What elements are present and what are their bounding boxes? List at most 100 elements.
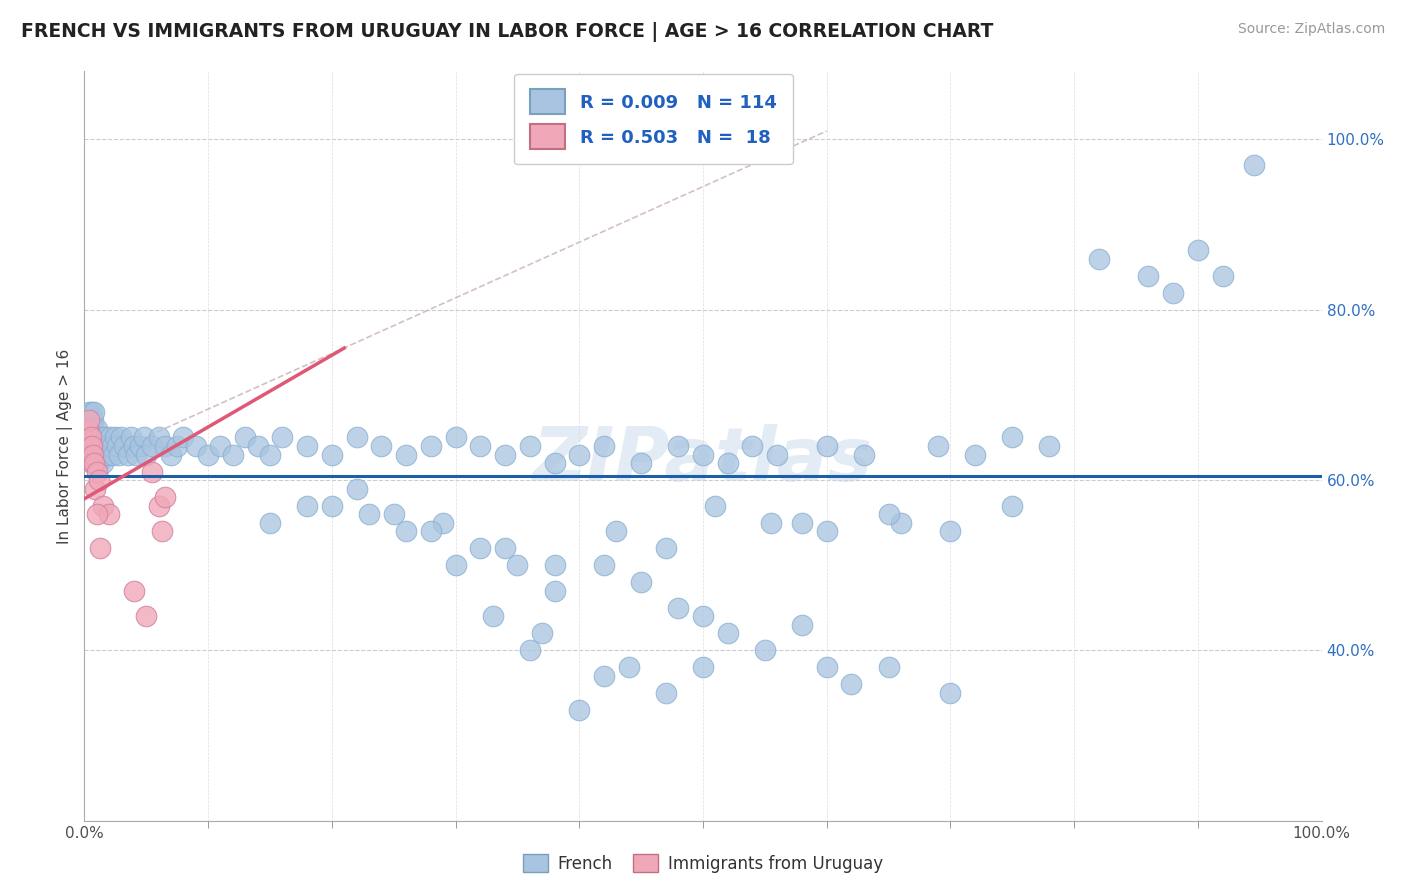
Point: [927, 439, 949, 453]
Point: [77, 422, 100, 436]
Point: [759, 516, 782, 530]
Point: [79, 439, 101, 453]
Point: [148, 430, 170, 444]
Point: [246, 439, 269, 453]
Point: [108, 448, 131, 462]
Point: [89, 473, 111, 487]
Point: [91, 499, 114, 513]
Point: [80, 422, 103, 436]
Point: [717, 626, 740, 640]
Point: [172, 430, 194, 444]
Point: [94, 430, 117, 444]
Point: [1212, 268, 1234, 283]
Point: [112, 439, 135, 453]
Point: [444, 558, 467, 573]
Point: [890, 516, 912, 530]
Point: [382, 507, 405, 521]
Point: [852, 448, 875, 462]
Point: [346, 430, 368, 444]
Point: [135, 448, 157, 462]
Point: [321, 448, 343, 462]
Point: [815, 660, 838, 674]
Point: [877, 507, 900, 521]
Point: [233, 430, 256, 444]
Point: [97, 448, 120, 462]
Point: [939, 524, 962, 538]
Point: [77, 430, 100, 444]
Point: [419, 439, 441, 453]
Point: [86, 465, 108, 479]
Point: [122, 583, 145, 598]
Point: [104, 430, 127, 444]
Point: [506, 558, 529, 573]
Point: [101, 448, 124, 462]
Point: [704, 499, 727, 513]
Point: [91, 439, 114, 453]
Point: [841, 677, 863, 691]
Point: [100, 439, 122, 453]
Point: [1161, 285, 1184, 300]
Point: [86, 422, 108, 436]
Point: [77, 413, 100, 427]
Point: [135, 609, 157, 624]
Point: [1187, 243, 1209, 257]
Point: [790, 617, 813, 632]
Point: [87, 448, 110, 462]
Point: [166, 439, 188, 453]
Point: [717, 456, 740, 470]
Point: [79, 413, 101, 427]
Point: [655, 686, 678, 700]
Point: [83, 405, 105, 419]
Point: [117, 448, 139, 462]
Point: [259, 448, 281, 462]
Point: [470, 439, 492, 453]
Point: [120, 430, 142, 444]
Point: [141, 439, 163, 453]
Point: [79, 430, 101, 444]
Point: [432, 516, 454, 530]
Point: [79, 413, 101, 427]
Point: [79, 422, 101, 436]
Point: [692, 660, 714, 674]
Point: [89, 430, 111, 444]
Point: [79, 439, 101, 453]
Point: [83, 456, 105, 470]
Point: [141, 465, 163, 479]
Point: [80, 439, 103, 453]
Point: [93, 448, 115, 462]
Point: [148, 499, 170, 513]
Point: [79, 448, 101, 462]
Point: [346, 482, 368, 496]
Point: [939, 686, 962, 700]
Point: [89, 541, 111, 556]
Point: [1001, 499, 1024, 513]
Point: [754, 643, 776, 657]
Point: [98, 430, 121, 444]
Point: [630, 575, 652, 590]
Point: [666, 600, 689, 615]
Point: [87, 430, 110, 444]
Point: [766, 448, 789, 462]
Point: [79, 405, 101, 419]
Point: [395, 448, 418, 462]
Point: [271, 430, 294, 444]
Point: [98, 507, 121, 521]
Point: [357, 507, 380, 521]
Point: [98, 439, 121, 453]
Point: [494, 448, 516, 462]
Y-axis label: In Labor Force | Age > 16: In Labor Force | Age > 16: [58, 349, 73, 543]
Point: [295, 439, 318, 453]
Point: [86, 456, 108, 470]
Point: [110, 430, 132, 444]
Point: [692, 448, 714, 462]
Point: [519, 439, 541, 453]
Point: [184, 439, 207, 453]
Point: [321, 499, 343, 513]
Point: [82, 430, 104, 444]
Point: [80, 405, 103, 419]
Point: [494, 541, 516, 556]
Point: [543, 583, 565, 598]
Point: [1001, 430, 1024, 444]
Point: [877, 660, 900, 674]
Point: [80, 439, 103, 453]
